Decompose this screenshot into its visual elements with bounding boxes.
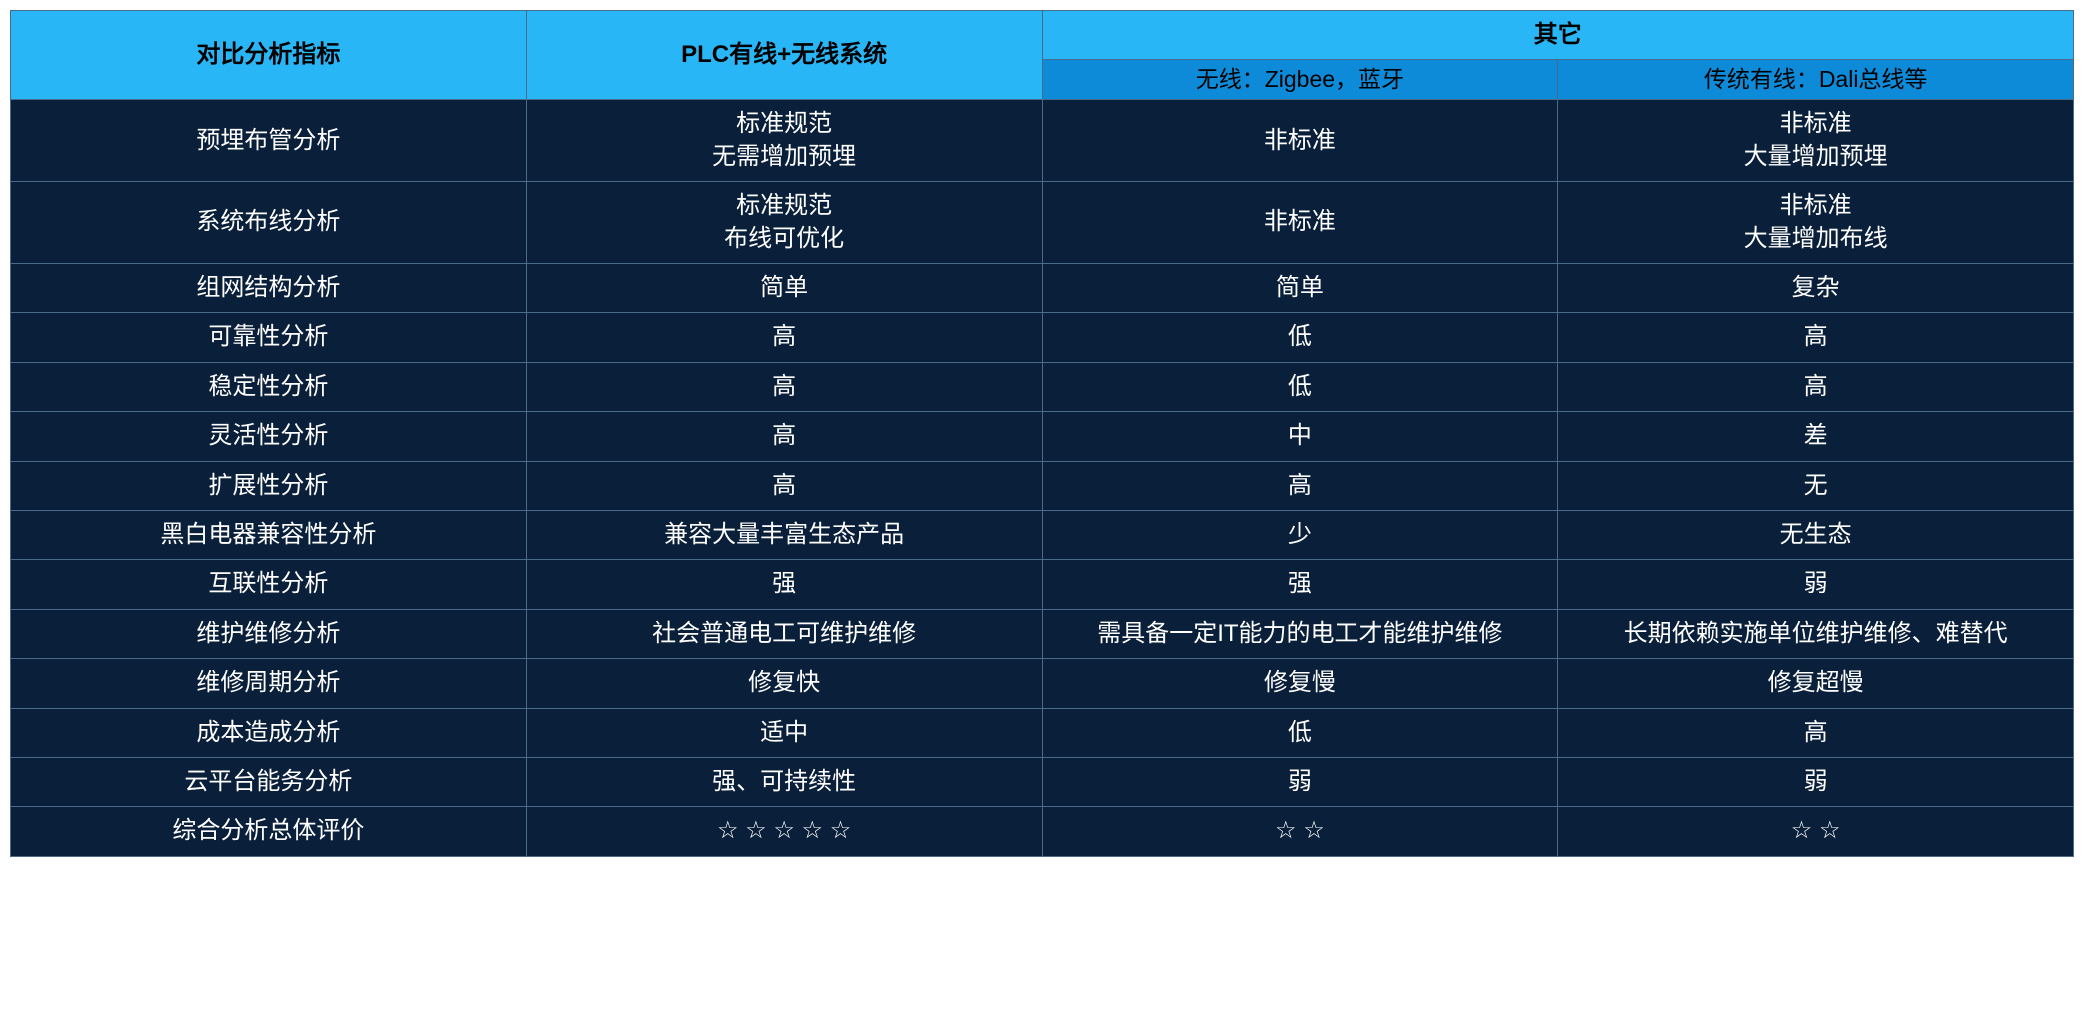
- cell-line: 大量增加布线: [1564, 223, 2067, 255]
- table-row: 云平台能务分析 强、可持续性 弱 弱: [11, 757, 2074, 806]
- cell-plc: 强、可持续性: [526, 757, 1042, 806]
- table-row: 系统布线分析 标准规范 布线可优化 非标准 非标准 大量增加布线: [11, 182, 2074, 264]
- table-body: 预埋布管分析 标准规范 无需增加预埋 非标准 非标准 大量增加预埋 系统布线分析…: [11, 100, 2074, 856]
- table-row: 可靠性分析 高 低 高: [11, 313, 2074, 362]
- table-row: 稳定性分析 高 低 高: [11, 362, 2074, 411]
- cell-line: 非标准: [1564, 108, 2067, 140]
- cell-wired: 无: [1558, 461, 2074, 510]
- cell-plc: 高: [526, 362, 1042, 411]
- header-wireless: 无线：Zigbee，蓝牙: [1042, 60, 1558, 100]
- header-wired: 传统有线：Dali总线等: [1558, 60, 2074, 100]
- cell-wireless: 高: [1042, 461, 1558, 510]
- cell-wireless: ☆ ☆: [1042, 807, 1558, 856]
- cell-metric: 综合分析总体评价: [11, 807, 527, 856]
- table-row: 灵活性分析 高 中 差: [11, 412, 2074, 461]
- cell-wired: 非标准 大量增加布线: [1558, 182, 2074, 264]
- comparison-table: 对比分析指标 PLC有线+无线系统 其它 无线：Zigbee，蓝牙 传统有线：D…: [10, 10, 2074, 857]
- cell-wired: 修复超慢: [1558, 659, 2074, 708]
- cell-wired: 长期依赖实施单位维护维修、难替代: [1558, 609, 2074, 658]
- cell-metric: 维护维修分析: [11, 609, 527, 658]
- cell-plc: 标准规范 无需增加预埋: [526, 100, 1042, 182]
- cell-line: 大量增加预埋: [1564, 141, 2067, 173]
- cell-wireless: 修复慢: [1042, 659, 1558, 708]
- cell-plc: 适中: [526, 708, 1042, 757]
- table-row: 互联性分析 强 强 弱: [11, 560, 2074, 609]
- header-plc: PLC有线+无线系统: [526, 11, 1042, 100]
- table-row: 黑白电器兼容性分析 兼容大量丰富生态产品 少 无生态: [11, 510, 2074, 559]
- cell-metric: 扩展性分析: [11, 461, 527, 510]
- cell-plc: ☆ ☆ ☆ ☆ ☆: [526, 807, 1042, 856]
- cell-plc: 社会普通电工可维护维修: [526, 609, 1042, 658]
- cell-wired: 高: [1558, 708, 2074, 757]
- cell-metric: 灵活性分析: [11, 412, 527, 461]
- cell-plc: 简单: [526, 264, 1042, 313]
- cell-wired: 高: [1558, 313, 2074, 362]
- cell-wired: 复杂: [1558, 264, 2074, 313]
- table-row: 组网结构分析 简单 简单 复杂: [11, 264, 2074, 313]
- cell-plc: 标准规范 布线可优化: [526, 182, 1042, 264]
- cell-wired: 非标准 大量增加预埋: [1558, 100, 2074, 182]
- cell-metric: 可靠性分析: [11, 313, 527, 362]
- cell-metric: 稳定性分析: [11, 362, 527, 411]
- table-row: 预埋布管分析 标准规范 无需增加预埋 非标准 非标准 大量增加预埋: [11, 100, 2074, 182]
- cell-wireless: 非标准: [1042, 182, 1558, 264]
- cell-wired: 高: [1558, 362, 2074, 411]
- cell-line: 非标准: [1564, 190, 2067, 222]
- header-other: 其它: [1042, 11, 2074, 60]
- cell-line: 标准规范: [533, 190, 1036, 222]
- cell-wireless: 弱: [1042, 757, 1558, 806]
- cell-wired: 弱: [1558, 757, 2074, 806]
- cell-wired: 弱: [1558, 560, 2074, 609]
- cell-plc: 高: [526, 412, 1042, 461]
- cell-wireless: 简单: [1042, 264, 1558, 313]
- table-row: 维护维修分析 社会普通电工可维护维修 需具备一定IT能力的电工才能维护维修 长期…: [11, 609, 2074, 658]
- cell-metric: 黑白电器兼容性分析: [11, 510, 527, 559]
- cell-wired: 无生态: [1558, 510, 2074, 559]
- table-row: 成本造成分析 适中 低 高: [11, 708, 2074, 757]
- cell-metric: 成本造成分析: [11, 708, 527, 757]
- cell-metric: 互联性分析: [11, 560, 527, 609]
- cell-metric: 组网结构分析: [11, 264, 527, 313]
- cell-line: 标准规范: [533, 108, 1036, 140]
- cell-wireless: 中: [1042, 412, 1558, 461]
- table-row: 扩展性分析 高 高 无: [11, 461, 2074, 510]
- table-row: 综合分析总体评价 ☆ ☆ ☆ ☆ ☆ ☆ ☆ ☆ ☆: [11, 807, 2074, 856]
- cell-wireless: 低: [1042, 708, 1558, 757]
- cell-metric: 系统布线分析: [11, 182, 527, 264]
- table-header: 对比分析指标 PLC有线+无线系统 其它 无线：Zigbee，蓝牙 传统有线：D…: [11, 11, 2074, 100]
- cell-wireless: 少: [1042, 510, 1558, 559]
- cell-metric: 维修周期分析: [11, 659, 527, 708]
- cell-wireless: 低: [1042, 362, 1558, 411]
- cell-plc: 高: [526, 313, 1042, 362]
- cell-plc: 修复快: [526, 659, 1042, 708]
- cell-metric: 预埋布管分析: [11, 100, 527, 182]
- table-row: 维修周期分析 修复快 修复慢 修复超慢: [11, 659, 2074, 708]
- cell-metric: 云平台能务分析: [11, 757, 527, 806]
- cell-wireless: 强: [1042, 560, 1558, 609]
- cell-line: 无需增加预埋: [533, 141, 1036, 173]
- cell-line: 布线可优化: [533, 223, 1036, 255]
- cell-wireless: 低: [1042, 313, 1558, 362]
- cell-wired: ☆ ☆: [1558, 807, 2074, 856]
- header-metric: 对比分析指标: [11, 11, 527, 100]
- cell-plc: 兼容大量丰富生态产品: [526, 510, 1042, 559]
- cell-plc: 高: [526, 461, 1042, 510]
- cell-wireless: 非标准: [1042, 100, 1558, 182]
- cell-plc: 强: [526, 560, 1042, 609]
- cell-wireless: 需具备一定IT能力的电工才能维护维修: [1042, 609, 1558, 658]
- cell-wired: 差: [1558, 412, 2074, 461]
